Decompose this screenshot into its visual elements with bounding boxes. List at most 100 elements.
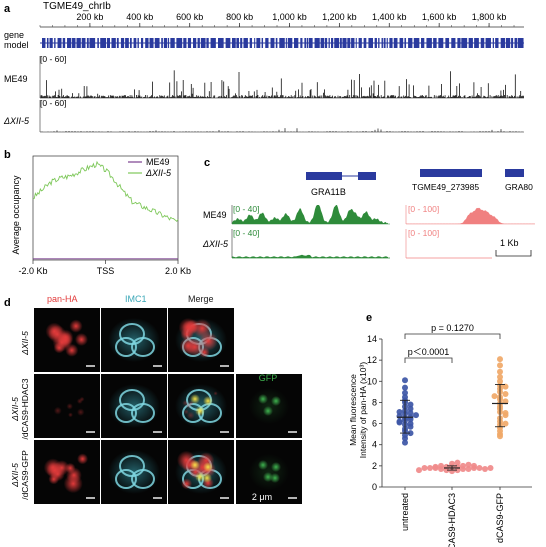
gene-block (133, 38, 137, 48)
pan-ha-signal (53, 406, 62, 415)
gene-block (106, 38, 110, 48)
gene-block (457, 38, 461, 48)
gfp-glow (249, 454, 289, 490)
e-point (465, 466, 472, 473)
e-point (402, 384, 408, 391)
e-axes: 0 2 4 6 8 10 12 14 untreated dCAS9-HDAC3 dCAS9-GFP (367, 334, 532, 547)
gene-block (438, 38, 444, 48)
ruler-tick-label: 1,200 kb (322, 12, 357, 22)
e-point (396, 418, 403, 425)
gene-block (275, 38, 278, 48)
gene-block (81, 38, 86, 48)
b-x-tick-label: 2.0 Kb (165, 266, 191, 276)
pan-ha-signal (186, 411, 195, 420)
b-x-tick-label: -2.0 Kb (18, 266, 47, 276)
ruler-tick-label: 1,000 kb (272, 12, 307, 22)
e-point (497, 356, 503, 363)
ruler-tick-label: 1,400 kb (372, 12, 407, 22)
pan-ha-signal (74, 333, 88, 347)
gene-block (76, 38, 81, 48)
gene-block (495, 38, 499, 48)
e-point (402, 377, 408, 384)
panel-e: e Mean fluorescence Intensity of pan-HA … (348, 312, 532, 547)
track-dxii5-label: ΔXII-5 (3, 116, 30, 126)
gene-block (355, 38, 357, 48)
gene-block (480, 38, 485, 48)
gene-block (500, 38, 505, 48)
gene-block (314, 38, 320, 48)
e-point (471, 462, 477, 469)
gfp-nucleus (202, 473, 212, 483)
e-annot-gfp-bracket (404, 333, 501, 339)
gene-block (433, 38, 437, 48)
gene-block (261, 38, 264, 48)
e-point (407, 410, 414, 416)
e-ylabel-1: Mean fluorescence (348, 374, 358, 446)
gene-block (492, 38, 494, 48)
pan-ha-signal (66, 403, 73, 410)
gene-block (42, 38, 46, 48)
gene-block (243, 38, 248, 48)
gene-gra11b-label: GRA11B (311, 187, 346, 197)
panel-d-letter: d (4, 297, 11, 309)
pan-ha-signal (69, 319, 83, 333)
c-row1-label: ME49 (203, 210, 227, 220)
gene-block (294, 38, 299, 48)
e-point (407, 430, 414, 437)
pan-ha-signal (63, 474, 83, 494)
gene-block (249, 38, 253, 48)
imc1-membrane (115, 469, 138, 489)
gene-block (206, 38, 209, 48)
c-row1-left-range: [0 - 40] (233, 204, 259, 214)
e-point (502, 398, 509, 405)
gene-block (306, 38, 309, 48)
c-row2-label: ΔXII-5 (202, 239, 229, 249)
e-point (476, 464, 483, 471)
c-left-gene-model: GRA11B (306, 172, 376, 197)
gene-block (86, 38, 89, 48)
e-x-tick-label: dCAS9-GFP (495, 493, 505, 543)
gene-block (461, 38, 468, 48)
gene-block (197, 38, 200, 48)
gene-block (328, 38, 330, 48)
gene-block (154, 38, 160, 48)
pan-ha-signal (79, 396, 85, 402)
e-data-points (396, 356, 509, 475)
d-col-imc1: IMC1 (125, 294, 147, 304)
e-y-tick-label: 12 (367, 355, 377, 365)
panel-d: d pan-HA IMC1 Merge GFP 2 μm ΔXII-5 ΔXII-… (4, 294, 302, 504)
gfp-nucleus (203, 396, 213, 406)
e-point (487, 464, 494, 471)
gene-block (287, 38, 293, 48)
gene-block (265, 38, 269, 48)
e-annot-gfp-label: p = 0.1270 (431, 323, 474, 333)
c-scale-bar-label: 1 Kb (500, 238, 519, 248)
gene-block (421, 38, 425, 48)
gene-block (404, 38, 407, 48)
gene-block (374, 38, 377, 48)
gene-block (468, 38, 473, 48)
d-row3-label-1: ΔXII-5 (10, 463, 20, 488)
e-x-tick-label: dCAS9-HDAC3 (447, 493, 457, 547)
panel-a-letter: a (4, 3, 11, 15)
gene-model-track (40, 38, 524, 48)
gene-block (517, 38, 524, 48)
e-point (497, 433, 503, 440)
gene-gra80-label: GRA80 (505, 182, 533, 192)
pan-ha-signal (198, 346, 210, 358)
gene-block (320, 38, 325, 48)
gene-block (308, 38, 313, 48)
c-row2-left-range: [0 - 40] (233, 228, 259, 238)
e-point (402, 439, 408, 446)
gene-block (505, 38, 511, 48)
e-point (407, 401, 414, 408)
pan-ha-signal (43, 458, 63, 477)
pan-ha-signal (68, 412, 73, 418)
gene-block (46, 38, 49, 48)
pan-ha-signal (77, 453, 89, 465)
gene-model-label-2: model (4, 40, 29, 50)
pan-ha-signal (76, 408, 85, 416)
gene-block (125, 38, 129, 48)
d-row1-label: ΔXII-5 (20, 331, 30, 356)
